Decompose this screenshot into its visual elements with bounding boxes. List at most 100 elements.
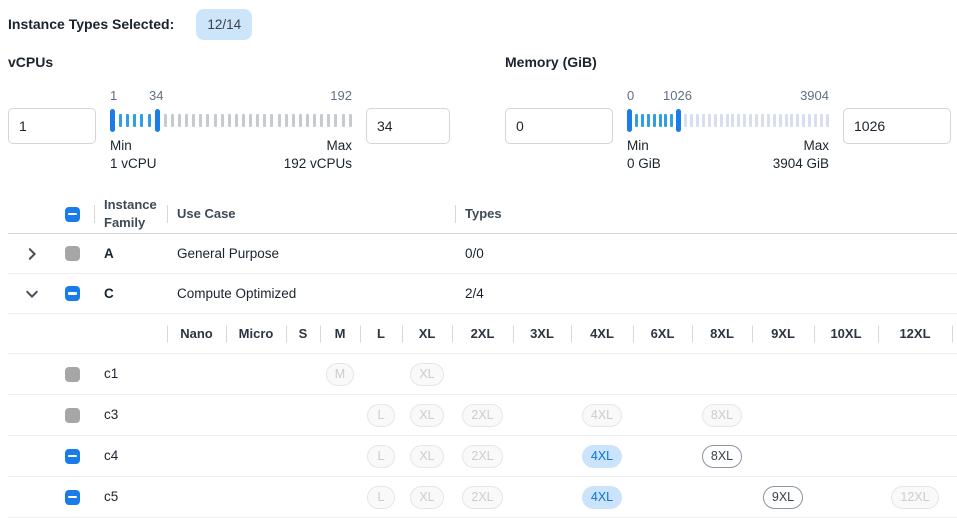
instance-name-cell: c3 bbox=[94, 406, 167, 424]
slider-tick-inactive bbox=[690, 113, 694, 127]
size-cell-micro bbox=[226, 354, 286, 394]
size-column-header-4xl: 4XL bbox=[571, 314, 633, 353]
instance-type-name: c1 bbox=[104, 366, 119, 381]
chevron-right-icon[interactable] bbox=[24, 246, 40, 262]
size-cell-4xl: 4XL bbox=[571, 477, 633, 517]
instance-row-left: c4 bbox=[8, 436, 167, 476]
slider-tick-inactive bbox=[808, 113, 812, 127]
memory-slider-track[interactable] bbox=[627, 108, 829, 132]
slider-tick-inactive bbox=[277, 113, 281, 127]
memory-max-input[interactable] bbox=[843, 108, 951, 144]
vcpus-max-label: Max bbox=[326, 138, 352, 153]
size-cell-s bbox=[286, 395, 320, 435]
size-header-row: Nano Micro S M L XL 2XL 3XL 4XL 6XL 8XL 9XL 10XL 12XL bbox=[8, 314, 957, 354]
size-label: 4XL bbox=[590, 326, 614, 341]
size-cell-12xl bbox=[878, 354, 952, 394]
size-cell-9xl bbox=[752, 395, 814, 435]
vcpus-slider-track[interactable] bbox=[110, 108, 352, 132]
slider-tick-inactive bbox=[743, 113, 747, 127]
instance-row-c5: c5 L XL 2XL 4XL 9XL 12XL bbox=[8, 477, 957, 518]
slider-tick-inactive bbox=[707, 113, 711, 127]
vcpus-slider-handle-min[interactable] bbox=[110, 108, 115, 132]
slider-tick-inactive bbox=[784, 113, 788, 127]
vcpus-filter: vCPUs 1 34 192 Min 1 vCPU bbox=[8, 54, 450, 173]
memory-min-input[interactable] bbox=[505, 108, 613, 144]
slider-tick-inactive bbox=[270, 113, 274, 127]
family-checkbox-A bbox=[65, 246, 80, 261]
vcpus-slider-handle-max[interactable] bbox=[154, 108, 160, 132]
slider-tick-inactive bbox=[825, 113, 829, 127]
vcpus-scale-handle-value: 34 bbox=[149, 88, 164, 103]
memory-scale-labels: 0 1026 3904 bbox=[627, 88, 829, 105]
size-cell-10xl bbox=[814, 354, 878, 394]
type-pill-c4-8xl[interactable]: 8XL bbox=[701, 444, 743, 468]
size-cell-12xl bbox=[878, 436, 952, 476]
memory-minmax-labels: Min 0 GiB Max 3904 GiB bbox=[627, 137, 829, 173]
slider-tick-inactive bbox=[227, 113, 231, 127]
vcpus-min-label: Min bbox=[110, 138, 132, 153]
size-cell-3xl bbox=[513, 354, 571, 394]
size-cell-2xl: 2XL bbox=[452, 436, 513, 476]
slider-tick-inactive bbox=[731, 113, 735, 127]
instance-name-cell: c4 bbox=[94, 447, 167, 465]
memory-min-label: Min bbox=[627, 138, 649, 153]
type-pill-c4-4xl[interactable]: 4XL bbox=[581, 444, 623, 468]
type-pill-c3-xl: XL bbox=[410, 403, 444, 427]
use-case-cell: Compute Optimized bbox=[167, 285, 455, 303]
size-cell-m bbox=[320, 477, 360, 517]
size-cell-l: L bbox=[360, 477, 402, 517]
slider-tick-inactive bbox=[725, 113, 729, 127]
type-pill-c5-9xl[interactable]: 9XL bbox=[762, 485, 804, 509]
size-cell-2xl: 2XL bbox=[452, 477, 513, 517]
vcpus-max-input[interactable] bbox=[366, 108, 450, 144]
size-cell-4xl bbox=[571, 354, 633, 394]
family-name-cell: C bbox=[94, 285, 167, 303]
slider-tick-inactive bbox=[701, 113, 705, 127]
slider-tick-inactive bbox=[327, 113, 331, 127]
minus-icon bbox=[68, 212, 77, 216]
chevron-down-icon[interactable] bbox=[24, 286, 40, 302]
type-pill-c5-4xl[interactable]: 4XL bbox=[581, 485, 623, 509]
types-count-cell: 2/4 bbox=[455, 285, 957, 303]
family-row-A: A General Purpose 0/0 bbox=[8, 234, 957, 274]
slider-tick-inactive bbox=[814, 113, 818, 127]
slider-tick-inactive bbox=[695, 113, 699, 127]
size-column-header-9xl: 9XL bbox=[752, 314, 814, 353]
instance-checkbox-c5[interactable] bbox=[65, 489, 80, 505]
table-body: A General Purpose 0/0 C Compute Optimized 2/4… bbox=[8, 234, 957, 518]
select-all-checkbox[interactable] bbox=[65, 206, 80, 222]
size-cell-9xl bbox=[752, 354, 814, 394]
memory-slider-handle-max[interactable] bbox=[676, 108, 682, 132]
size-label: 6XL bbox=[650, 326, 675, 341]
vcpus-scale-end: 192 bbox=[330, 88, 352, 103]
memory-filter-title: Memory (GiB) bbox=[505, 54, 597, 70]
slider-tick-inactive bbox=[348, 113, 352, 127]
size-column-header-nano: Nano bbox=[167, 314, 226, 353]
instance-row-c4: c4 L XL 2XL 4XL 8XL bbox=[8, 436, 957, 477]
slider-tick-inactive bbox=[790, 113, 794, 127]
slider-tick-inactive bbox=[313, 113, 317, 127]
size-column-header-s: S bbox=[286, 314, 320, 353]
size-cell-6xl bbox=[633, 395, 692, 435]
vcpus-scale-start: 1 bbox=[110, 88, 118, 103]
size-column-header-m: M bbox=[320, 314, 360, 353]
vcpus-slider: 1 34 192 Min 1 vCPU Max 192 vCPUs bbox=[110, 88, 352, 173]
instance-family-table: Instance Family Use Case Types A General … bbox=[8, 195, 957, 518]
size-cell-8xl bbox=[692, 354, 752, 394]
size-cell-10xl bbox=[814, 477, 878, 517]
size-cell-6xl bbox=[633, 436, 692, 476]
slider-tick-inactive bbox=[305, 113, 309, 127]
slider-tick-inactive bbox=[334, 113, 338, 127]
selected-count-label: Instance Types Selected: bbox=[8, 16, 175, 32]
minus-icon bbox=[68, 495, 77, 499]
checkbox-cell bbox=[56, 366, 94, 382]
size-column-header-micro: Micro bbox=[226, 314, 286, 353]
vcpus-min-input[interactable] bbox=[8, 108, 96, 144]
memory-slider-handle-min[interactable] bbox=[627, 108, 632, 132]
instance-name-cell: c5 bbox=[94, 488, 167, 506]
family-checkbox-C[interactable] bbox=[65, 286, 80, 301]
instance-checkbox-c4[interactable] bbox=[65, 448, 80, 464]
minus-icon bbox=[68, 292, 77, 295]
slider-tick-active bbox=[664, 113, 668, 127]
